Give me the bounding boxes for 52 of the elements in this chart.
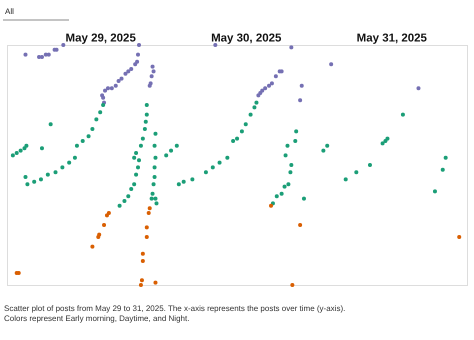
point	[133, 62, 138, 66]
point	[129, 67, 134, 71]
point	[61, 43, 66, 47]
point	[416, 86, 420, 90]
text: All	[5, 7, 14, 16]
point	[263, 86, 268, 90]
point	[152, 69, 156, 74]
point	[266, 84, 271, 88]
point	[46, 52, 51, 57]
point	[120, 76, 124, 81]
point	[270, 81, 274, 86]
point	[140, 259, 145, 263]
text: Scatter plot of posts from May 29 to 31, 2025. The x-axis represents the posts over time (y-axis). Colors represent Early morning, Daytime, and Night.	[4, 304, 346, 323]
point	[110, 86, 114, 90]
point	[126, 69, 130, 74]
point	[114, 84, 118, 88]
x-tick-label: May 29, 2025	[66, 32, 136, 44]
point	[136, 52, 140, 57]
point	[103, 88, 108, 93]
point	[148, 206, 152, 210]
point	[96, 235, 100, 239]
point	[116, 79, 121, 83]
point	[101, 96, 106, 100]
point	[300, 84, 304, 88]
point	[102, 223, 106, 227]
point	[144, 225, 149, 230]
point	[138, 283, 143, 287]
point	[140, 252, 145, 256]
point	[106, 86, 110, 90]
point	[150, 74, 154, 78]
point	[298, 98, 302, 102]
x-tick-label: May 30, 2025	[211, 32, 282, 44]
point	[289, 45, 294, 50]
point	[90, 244, 94, 249]
point	[269, 204, 274, 208]
point	[23, 52, 28, 57]
point	[150, 64, 155, 69]
point	[298, 223, 302, 227]
point	[329, 62, 334, 66]
point	[274, 74, 278, 78]
point	[123, 72, 128, 76]
point	[137, 43, 142, 47]
point	[146, 211, 151, 215]
point	[153, 280, 158, 285]
x-tick-label: May 31, 2025	[356, 32, 428, 44]
point	[140, 278, 144, 282]
point	[290, 283, 294, 287]
point	[256, 93, 260, 98]
point	[144, 235, 149, 239]
point	[148, 84, 152, 88]
point	[104, 213, 109, 218]
point	[457, 235, 462, 239]
